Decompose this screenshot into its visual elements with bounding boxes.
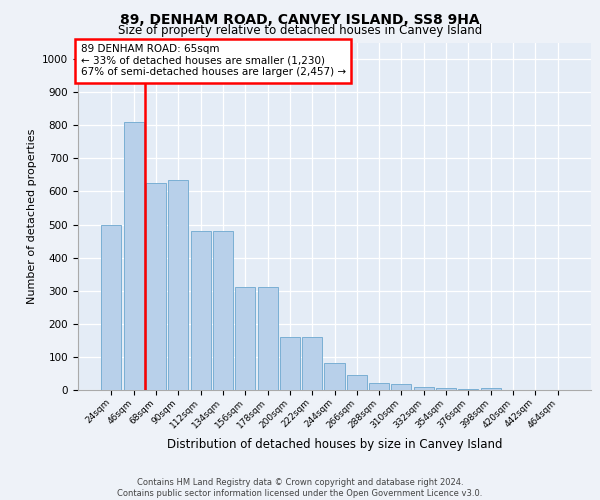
Text: Size of property relative to detached houses in Canvey Island: Size of property relative to detached ho…: [118, 24, 482, 37]
Bar: [302, 337, 322, 390]
Bar: [124, 122, 144, 390]
Y-axis label: Number of detached properties: Number of detached properties: [26, 128, 37, 304]
Bar: [257, 288, 278, 390]
Bar: [101, 224, 121, 390]
Bar: [280, 337, 300, 390]
Bar: [325, 363, 344, 390]
Bar: [168, 180, 188, 390]
Bar: [481, 388, 501, 390]
Text: 89, DENHAM ROAD, CANVEY ISLAND, SS8 9HA: 89, DENHAM ROAD, CANVEY ISLAND, SS8 9HA: [120, 12, 480, 26]
X-axis label: Distribution of detached houses by size in Canvey Island: Distribution of detached houses by size …: [167, 438, 502, 451]
Text: Contains HM Land Registry data © Crown copyright and database right 2024.
Contai: Contains HM Land Registry data © Crown c…: [118, 478, 482, 498]
Bar: [235, 288, 255, 390]
Bar: [213, 231, 233, 390]
Bar: [191, 231, 211, 390]
Bar: [369, 382, 389, 390]
Bar: [391, 384, 412, 390]
Bar: [436, 388, 456, 390]
Text: 89 DENHAM ROAD: 65sqm
← 33% of detached houses are smaller (1,230)
67% of semi-d: 89 DENHAM ROAD: 65sqm ← 33% of detached …: [80, 44, 346, 78]
Bar: [414, 386, 434, 390]
Bar: [347, 375, 367, 390]
Bar: [146, 183, 166, 390]
